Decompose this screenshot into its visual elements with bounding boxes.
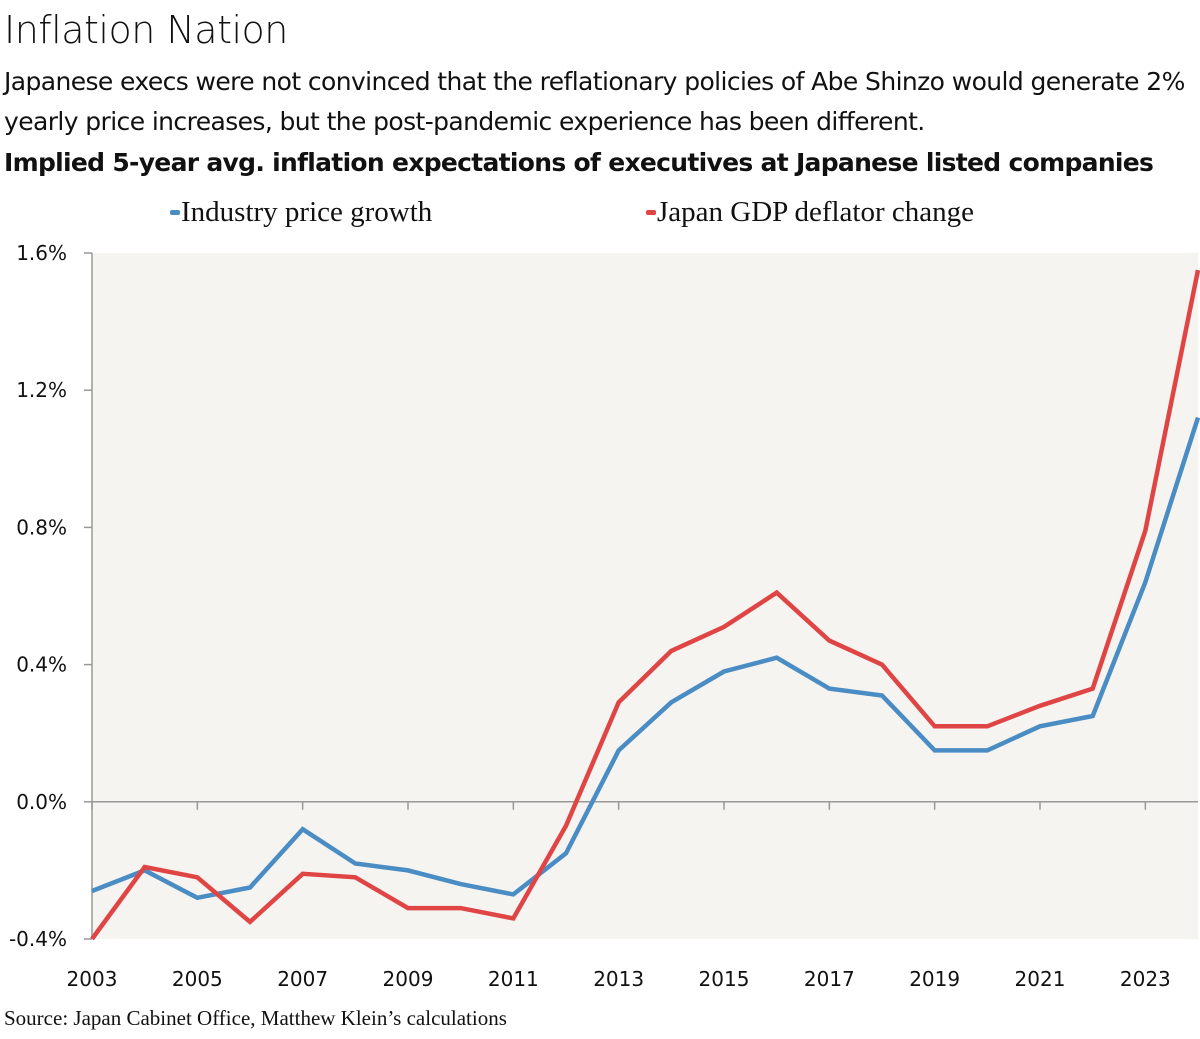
source-note: Source: Japan Cabinet Office, Matthew Kl… bbox=[4, 1006, 507, 1030]
x-tick-label: 2017 bbox=[804, 967, 855, 991]
y-tick-label: 1.2% bbox=[16, 378, 67, 402]
chart-headline: Inflation Nation bbox=[4, 8, 288, 52]
x-tick-label: 2005 bbox=[172, 967, 223, 991]
x-axis: 2003 2005 2007 2009 2011 2013 2015 2017 2019 2021… bbox=[67, 801, 1198, 991]
y-tick-label: 1.6% bbox=[16, 241, 67, 265]
series-line-industry-price-growth bbox=[91, 416, 1200, 901]
legend-swatch-blue-icon bbox=[170, 210, 180, 215]
y-axis: -0.4% 0.0% 0.4% 0.8% 1.2% 1.6% bbox=[9, 241, 93, 951]
x-tick-label: 2015 bbox=[699, 967, 750, 991]
y-tick-label: -0.4% bbox=[9, 927, 67, 951]
chart-title: Implied 5-year avg. inflation expectatio… bbox=[4, 148, 1154, 177]
legend-item-industry-price-growth: Industry price growth bbox=[170, 196, 432, 229]
legend-item-gdp-deflator-change: Japan GDP deflator change bbox=[646, 196, 974, 229]
x-tick-label: 2013 bbox=[593, 967, 644, 991]
legend-label: Industry price growth bbox=[181, 196, 433, 228]
x-tick-label: 2021 bbox=[1015, 967, 1066, 991]
x-tick-label: 2003 bbox=[67, 967, 118, 991]
x-tick-label: 2007 bbox=[277, 967, 328, 991]
plot-area bbox=[92, 253, 1198, 939]
x-tick-label: 2019 bbox=[909, 967, 960, 991]
y-tick-label: 0.0% bbox=[16, 790, 67, 814]
x-tick-label: 2011 bbox=[488, 967, 539, 991]
y-tick-label: 0.8% bbox=[16, 515, 67, 539]
x-tick-label: 2023 bbox=[1120, 967, 1171, 991]
series-lines bbox=[90, 269, 1200, 941]
chart-subtitle: Japanese execs were not convinced that t… bbox=[4, 67, 1185, 136]
series-line-japan-gdp-deflator-change bbox=[90, 269, 1200, 941]
legend-label: Japan GDP deflator change bbox=[657, 196, 975, 228]
y-tick-label: 0.4% bbox=[16, 653, 67, 677]
x-tick-label: 2009 bbox=[383, 967, 434, 991]
legend-swatch-red-icon bbox=[646, 210, 656, 215]
